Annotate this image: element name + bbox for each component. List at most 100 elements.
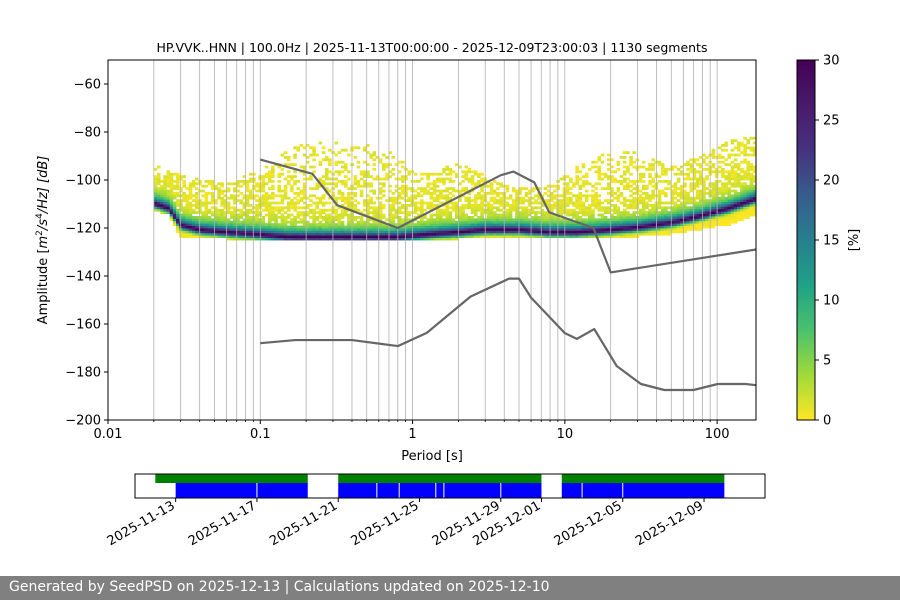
heatmap-cell <box>458 220 462 224</box>
heatmap-cell <box>401 225 405 229</box>
heatmap-cell <box>157 208 161 212</box>
heatmap-cell <box>283 211 288 214</box>
heatmap-cell <box>477 196 481 200</box>
heatmap-cell <box>451 232 456 236</box>
heatmap-cell <box>600 223 605 226</box>
heatmap-cell <box>204 199 209 202</box>
heatmap-cell <box>388 211 392 214</box>
heatmap-cell <box>632 230 636 234</box>
heatmap-cell <box>470 199 475 202</box>
heatmap-cell <box>157 204 161 207</box>
heatmap-cell <box>743 189 747 193</box>
heatmap-cell <box>749 194 754 198</box>
heatmap-cell <box>530 220 535 224</box>
heatmap-cell <box>543 230 548 234</box>
heatmap-cell <box>321 225 326 229</box>
heatmap-cell <box>248 223 253 226</box>
heatmap-cell <box>600 228 605 231</box>
heatmap-cell <box>496 232 500 236</box>
heatmap-cell <box>470 177 475 181</box>
heatmap-cell <box>534 187 538 190</box>
heatmap-cell <box>169 196 174 200</box>
heatmap-cell <box>337 170 342 174</box>
heatmap-cell <box>594 201 598 205</box>
heatmap-cell <box>157 180 161 183</box>
heatmap-cell <box>236 223 240 226</box>
heatmap-cell <box>530 208 535 212</box>
heatmap-cell <box>752 148 756 152</box>
heatmap-cell <box>702 192 706 195</box>
heatmap-cell <box>736 208 741 212</box>
heatmap-cell <box>385 156 389 159</box>
heatmap-cell <box>651 196 655 200</box>
heatmap-cell <box>324 170 329 174</box>
heatmap-cell <box>657 160 662 164</box>
heatmap-cell <box>176 199 180 202</box>
heatmap-cell <box>210 223 215 226</box>
heatmap-cell <box>673 223 678 226</box>
heatmap-cell <box>388 225 392 229</box>
heatmap-cell <box>603 216 608 219</box>
heatmap-cell <box>607 223 611 226</box>
heatmap-cell <box>492 216 497 219</box>
heatmap-cell <box>248 220 253 224</box>
heatmap-cell <box>435 177 440 181</box>
heatmap-cell <box>172 184 177 188</box>
heatmap-cell <box>451 187 456 190</box>
heatmap-cell <box>736 146 741 150</box>
heatmap-cell <box>229 223 234 226</box>
heatmap-cell <box>442 218 446 222</box>
heatmap-cell <box>619 211 624 214</box>
heatmap-cell <box>166 196 171 200</box>
heatmap-cell <box>695 170 700 174</box>
heatmap-cell <box>160 199 164 202</box>
heatmap-cell <box>451 194 456 198</box>
heatmap-cell <box>442 237 446 241</box>
heatmap-cell <box>717 160 722 164</box>
heatmap-cell <box>442 235 446 238</box>
heatmap-cell <box>711 170 716 174</box>
heatmap-cell <box>698 208 703 212</box>
heatmap-cell <box>280 172 285 176</box>
heatmap-cell <box>499 216 503 219</box>
heatmap-cell <box>702 220 706 224</box>
heatmap-cell <box>315 206 320 210</box>
heatmap-cell <box>226 189 231 193</box>
heatmap-cell <box>499 230 503 234</box>
heatmap-cell <box>255 206 259 210</box>
heatmap-cell <box>375 230 380 234</box>
heatmap-cell <box>717 223 722 226</box>
heatmap-cell <box>553 232 557 236</box>
heatmap-cell <box>746 192 751 195</box>
heatmap-cell <box>565 235 570 238</box>
heatmap-cell <box>572 204 576 207</box>
heatmap-cell <box>207 228 212 231</box>
heatmap-cell <box>372 228 377 231</box>
heatmap-cell <box>698 180 703 183</box>
heatmap-cell <box>445 223 449 226</box>
heatmap-cell <box>454 213 459 217</box>
heatmap-cell <box>689 170 694 174</box>
heatmap-cell <box>588 220 592 224</box>
heatmap-cell <box>721 201 725 205</box>
heatmap-cell <box>470 182 475 186</box>
heatmap-cell <box>692 177 697 181</box>
heatmap-cell <box>632 228 636 231</box>
heatmap-cell <box>746 201 751 205</box>
heatmap-cell <box>508 230 513 234</box>
heatmap-cell <box>584 196 589 200</box>
heatmap-cell <box>435 225 440 229</box>
heatmap-cell <box>733 208 738 212</box>
heatmap-cell <box>467 216 472 219</box>
heatmap-cell <box>233 187 237 190</box>
heatmap-cell <box>191 220 196 224</box>
heatmap-cell <box>679 206 684 210</box>
heatmap-cell <box>559 213 564 217</box>
heatmap-cell <box>191 184 196 188</box>
heatmap-cell <box>264 228 269 231</box>
heatmap-cell <box>160 180 164 183</box>
heatmap-cell <box>686 168 690 171</box>
heatmap-cell <box>591 165 595 169</box>
heatmap-cell <box>629 204 633 207</box>
heatmap-cell <box>667 206 671 210</box>
